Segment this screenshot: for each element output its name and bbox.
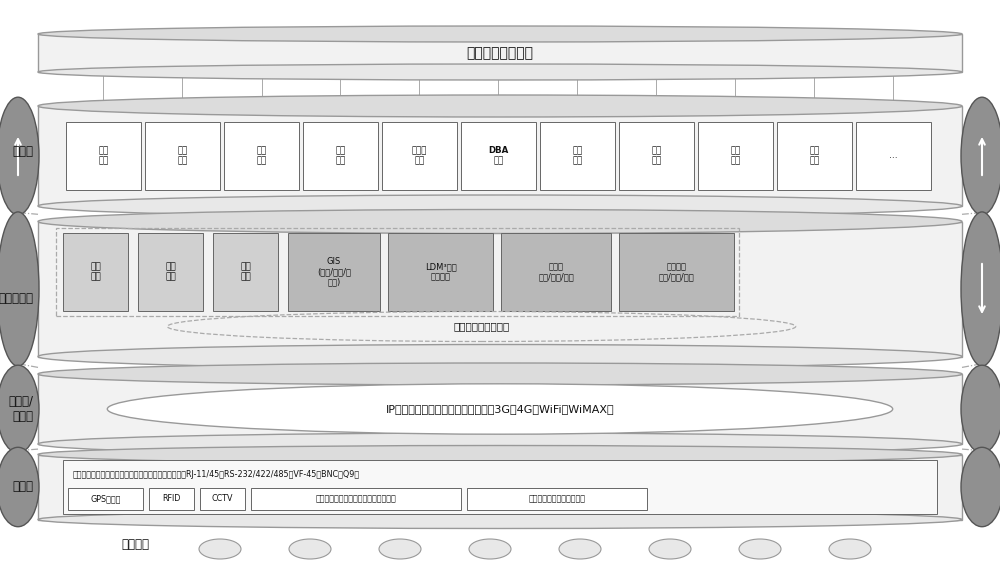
Text: 各自独立应用系统: 各自独立应用系统 <box>466 46 534 60</box>
Ellipse shape <box>379 539 421 559</box>
Bar <box>38 222 962 356</box>
Text: 交通流
统计: 交通流 统计 <box>412 146 427 165</box>
Ellipse shape <box>559 539 601 559</box>
Text: GIS
(分层/视窗/数
据库): GIS (分层/视窗/数 据库) <box>317 257 351 287</box>
Ellipse shape <box>199 539 241 559</box>
Text: 紧急
事件: 紧急 事件 <box>651 146 662 165</box>
Ellipse shape <box>38 26 962 42</box>
Bar <box>63 461 937 514</box>
Ellipse shape <box>0 447 39 527</box>
Bar <box>777 122 852 190</box>
Bar <box>856 122 931 190</box>
Bar <box>288 233 380 311</box>
Ellipse shape <box>469 539 511 559</box>
Ellipse shape <box>38 95 962 117</box>
Ellipse shape <box>0 212 39 366</box>
Bar <box>382 122 457 190</box>
Bar <box>467 488 647 509</box>
Bar <box>38 34 962 72</box>
Text: RFID: RFID <box>162 494 181 503</box>
Text: 原语
定义: 原语 定义 <box>90 262 101 282</box>
Ellipse shape <box>107 384 893 434</box>
Ellipse shape <box>38 344 962 369</box>
Bar <box>200 488 245 509</box>
Bar <box>461 122 536 190</box>
Text: 车辆检测器、气象检测仪、雷达测速仪: 车辆检测器、气象检测仪、雷达测速仪 <box>316 494 396 503</box>
Text: 传输层/
网络层: 传输层/ 网络层 <box>8 395 33 423</box>
Ellipse shape <box>289 539 331 559</box>
Ellipse shape <box>961 212 1000 366</box>
Bar <box>619 233 734 311</box>
Text: 信息汇聚层: 信息汇聚层 <box>0 292 33 306</box>
Ellipse shape <box>38 363 962 385</box>
Text: 云服务
储存/调用/运算: 云服务 储存/调用/运算 <box>538 262 574 282</box>
Bar <box>145 122 220 190</box>
Text: CCTV: CCTV <box>212 494 233 503</box>
Text: 可变情报板、可变限速标志: 可变情报板、可变限速标志 <box>528 494 586 503</box>
Ellipse shape <box>38 195 962 217</box>
Text: DBA
检测: DBA 检测 <box>488 146 509 165</box>
Text: GPS、北斗: GPS、北斗 <box>90 494 121 503</box>
Bar <box>213 233 278 311</box>
Ellipse shape <box>961 97 1000 215</box>
Text: …: … <box>889 151 898 160</box>
Text: 应用层: 应用层 <box>12 145 33 158</box>
Bar <box>63 233 128 311</box>
Ellipse shape <box>739 539 781 559</box>
Text: IP网络传输平台（交通专网、公网、3G、4G、WiFi、WiMAX）: IP网络传输平台（交通专网、公网、3G、4G、WiFi、WiMAX） <box>386 404 614 414</box>
Text: 通信协议与安全接入: 通信协议与安全接入 <box>453 321 510 332</box>
Bar <box>68 488 143 509</box>
Text: 网络通信接口：同轴电缆、双绞线、无线接口、光纤、RJ-11/45、RS-232/422/485、VF-45、BNC、Q9等: 网络通信接口：同轴电缆、双绞线、无线接口、光纤、RJ-11/45、RS-232/… <box>73 470 360 479</box>
Bar <box>38 374 962 444</box>
Text: 实体层: 实体层 <box>12 481 33 494</box>
Bar <box>224 122 299 190</box>
Ellipse shape <box>38 209 962 233</box>
Bar <box>66 122 141 190</box>
Ellipse shape <box>649 539 691 559</box>
Text: 信息
发布: 信息 发布 <box>730 146 741 165</box>
Bar <box>501 233 611 311</box>
Bar <box>619 122 694 190</box>
Ellipse shape <box>0 365 39 453</box>
Ellipse shape <box>38 511 962 528</box>
Text: LDM³动态
数据融合: LDM³动态 数据融合 <box>425 262 456 282</box>
Ellipse shape <box>38 445 962 463</box>
Text: 电子
牌照: 电子 牌照 <box>809 146 820 165</box>
Bar <box>38 106 962 206</box>
Ellipse shape <box>38 433 962 455</box>
Bar <box>149 488 194 509</box>
Ellipse shape <box>961 365 1000 453</box>
Text: 灾害
天气: 灾害 天气 <box>335 146 346 165</box>
Text: 环境
细化: 环境 细化 <box>165 262 176 282</box>
Text: 电子
收费: 电子 收费 <box>256 146 267 165</box>
Bar <box>251 488 461 509</box>
Text: 网络服务
评估/诊断/优化: 网络服务 评估/诊断/优化 <box>659 262 694 282</box>
Bar <box>303 122 378 190</box>
Bar <box>540 122 615 190</box>
Text: 对象
细化: 对象 细化 <box>240 262 251 282</box>
Text: 出行
信息: 出行 信息 <box>572 146 583 165</box>
Text: 联网
监控: 联网 监控 <box>98 146 109 165</box>
Ellipse shape <box>38 64 962 80</box>
Ellipse shape <box>961 447 1000 527</box>
Ellipse shape <box>829 539 871 559</box>
Text: 交通
规划: 交通 规划 <box>177 146 188 165</box>
Text: 感知终端: 感知终端 <box>121 539 149 551</box>
Bar <box>138 233 203 311</box>
Bar <box>698 122 773 190</box>
Bar <box>38 454 962 519</box>
Bar <box>388 233 493 311</box>
Ellipse shape <box>0 97 39 215</box>
